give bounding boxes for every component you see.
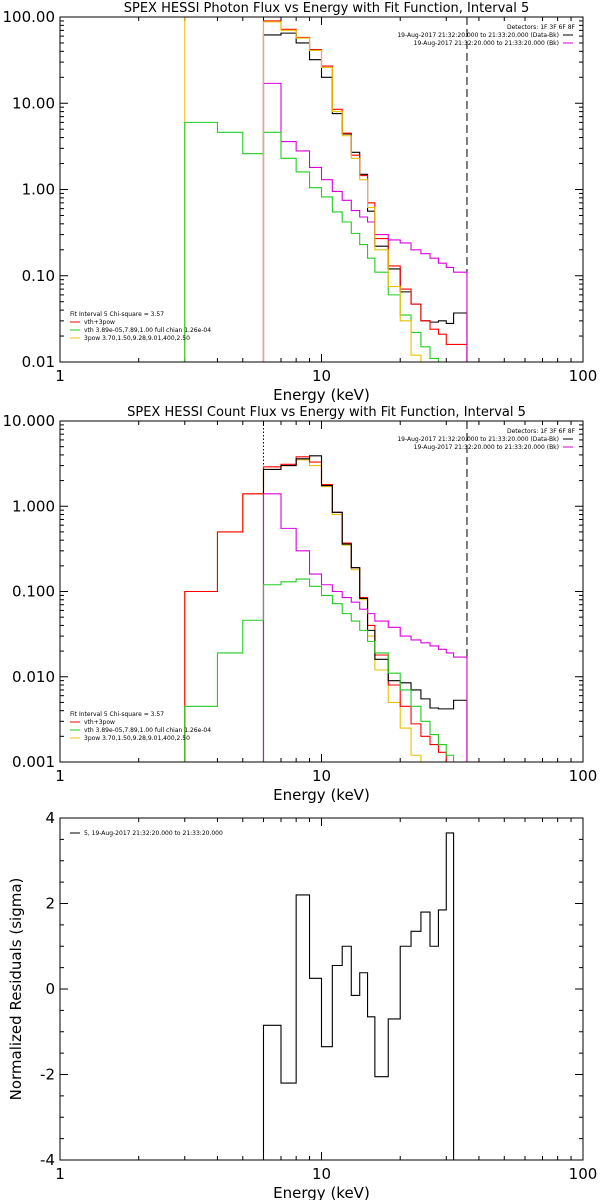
legend-header: Fit Interval 5 Chi-square = 3.57 [70, 711, 164, 718]
legend-entry: 3pow 3.70,1.50,9.28,9.01,400,2.50 [84, 335, 190, 342]
legend-entry: vth+3pow [84, 319, 115, 326]
x-tick-label: 100 [569, 367, 598, 385]
y-tick-label: -2 [40, 1066, 55, 1084]
series-yellow [184, 459, 422, 762]
panel-title: SPEX HESSI Count Flux vs Energy with Fit… [127, 405, 526, 420]
y-tick-label: 0.01 [22, 353, 55, 371]
plot-frame [59, 420, 584, 763]
y-tick-label: -4 [40, 1151, 55, 1169]
y-axis-title: Normalized Residuals (sigma) [7, 878, 25, 1101]
series-black [262, 832, 455, 1160]
series-black [262, 455, 468, 762]
y-tick-label: 2 [45, 895, 55, 913]
x-tick-label: 100 [569, 767, 598, 785]
series-yellow [262, 21, 422, 362]
legend-entry: 5, 19-Aug-2017 21:32:20.000 to 21:33:20.… [84, 830, 223, 837]
legend-entry: 19-Aug-2017 21:32:20.000 to 21:33:20.000… [397, 32, 559, 39]
panel-2: SPEX HESSI Count Flux vs Energy with Fit… [3, 405, 598, 804]
y-tick-label: 10.000 [3, 412, 56, 430]
legend-entry: vth 3.89e-05,7.89,1.00 full chian 1.26e-… [84, 327, 211, 334]
plot-frame [59, 16, 584, 363]
legend-header: Fit Interval 5 Chi-square = 3.57 [70, 311, 164, 318]
x-tick-label: 1 [55, 1165, 65, 1183]
panel-title: SPEX HESSI Photon Flux vs Energy with Fi… [124, 1, 530, 16]
series-magenta [262, 82, 468, 362]
plot-area [262, 832, 455, 1160]
legend-header: Detectors: 1F 3F 6F 8F [507, 428, 576, 435]
y-tick-label: 0.001 [12, 753, 55, 771]
y-tick-label: 0.10 [22, 267, 55, 285]
x-tick-label: 100 [569, 1165, 598, 1183]
x-tick-label: 1 [55, 367, 65, 385]
x-tick-label: 1 [55, 767, 65, 785]
x-tick-label: 10 [312, 767, 331, 785]
plot-area [184, 421, 468, 762]
legend-entry: vth 3.89e-05,7.89,1.00 full chian 1.26e-… [84, 727, 211, 734]
x-axis-title: Energy (keV) [273, 786, 370, 804]
plot-area [184, 17, 468, 362]
series-red [262, 20, 468, 362]
x-tick-label: 10 [312, 1165, 331, 1183]
y-tick-label: 0.100 [12, 583, 55, 601]
plot-frame [59, 817, 584, 1161]
legend-entry: vth+3pow [84, 719, 115, 726]
legend-entry: 19-Aug-2017 21:32:20.000 to 21:33:20.000… [397, 436, 559, 443]
y-tick-label: 10.00 [12, 94, 55, 112]
panel-1: SPEX HESSI Photon Flux vs Energy with Fi… [3, 1, 598, 404]
y-tick-label: 1.00 [22, 181, 55, 199]
legend-entry: 19-Aug-2017 21:32:20.000 to 21:33:20.000… [414, 444, 559, 451]
series-magenta [262, 493, 468, 762]
panel-3: 1 10 100 -4 -2 0 2 4 Energy (keV) Normalized Resi… [7, 809, 597, 1200]
y-tick-label: 1.000 [12, 497, 55, 515]
series-red [184, 456, 468, 762]
x-axis-title: Energy (keV) [273, 1184, 370, 1200]
y-tick-label: 100.00 [3, 8, 56, 26]
y-tick-label: 0 [45, 980, 55, 998]
x-tick-label: 10 [312, 367, 331, 385]
series-green [184, 578, 468, 762]
series-black [262, 32, 468, 362]
y-tick-label: 4 [45, 809, 55, 827]
y-tick-label: 0.010 [12, 668, 55, 686]
legend-entry: 3pow 3.70,1.50,9.28,9.01,400,2.50 [84, 735, 190, 742]
legend-header: Detectors: 1F 3F 6F 8F [507, 24, 576, 31]
x-axis-title: Energy (keV) [273, 386, 370, 404]
legend-entry: 19-Aug-2017 21:32:20.000 to 21:33:20.000… [414, 40, 559, 47]
